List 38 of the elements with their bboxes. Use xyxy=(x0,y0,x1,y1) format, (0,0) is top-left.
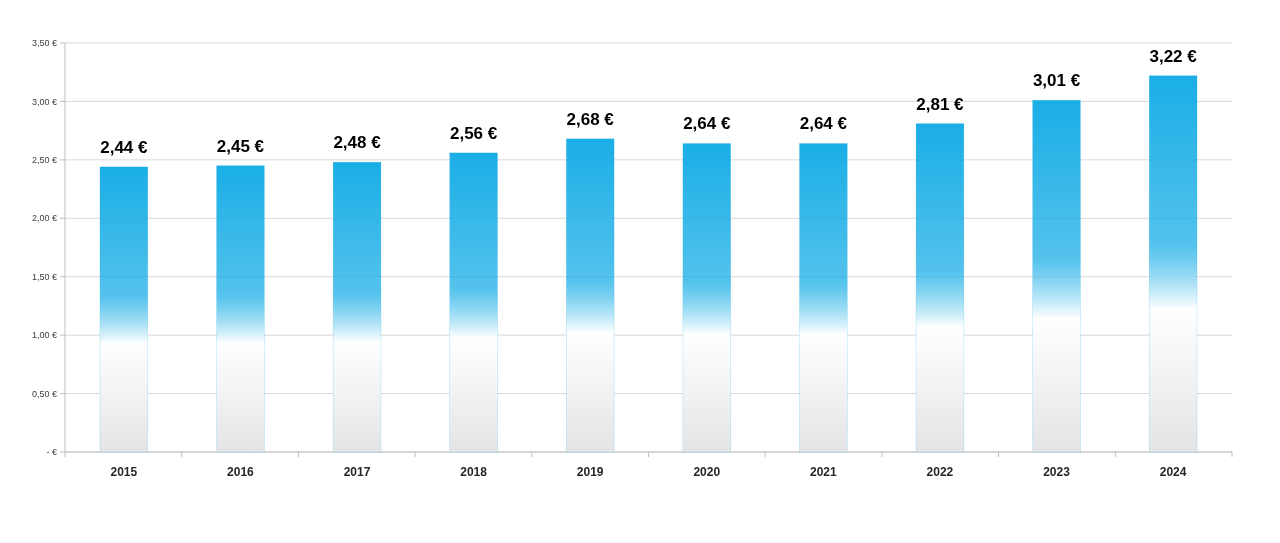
x-tick-label: 2019 xyxy=(576,465,604,479)
data-label: 3,01 € xyxy=(1032,71,1081,91)
y-tick-label: 3,00 € xyxy=(31,96,57,107)
y-tick-label: 1,00 € xyxy=(31,330,57,341)
data-label: 2,56 € xyxy=(449,123,498,143)
bar xyxy=(332,161,382,453)
x-tick-label: 2024 xyxy=(1159,465,1187,479)
data-label: 2,81 € xyxy=(916,94,965,114)
y-tick-label: - € xyxy=(46,447,57,458)
data-label: 2,44 € xyxy=(100,137,149,157)
data-label: 3,22 € xyxy=(1149,46,1198,66)
y-tick-label: 0,50 € xyxy=(31,388,57,399)
x-tick-label: 2015 xyxy=(110,465,138,479)
y-tick-label: 1,50 € xyxy=(31,271,57,282)
x-tick-label: 2016 xyxy=(227,465,255,479)
bar xyxy=(449,152,498,453)
data-label: 2,68 € xyxy=(566,109,615,129)
y-tick-label: 3,50 € xyxy=(31,38,57,49)
bar xyxy=(682,143,731,453)
data-label: 2,45 € xyxy=(216,136,265,156)
data-label: 2,48 € xyxy=(333,133,382,153)
x-tick-label: 2017 xyxy=(343,465,371,479)
bar xyxy=(216,165,265,453)
bar xyxy=(99,166,149,453)
bar xyxy=(915,123,965,453)
x-tick-label: 2023 xyxy=(1043,465,1071,479)
bar xyxy=(1032,100,1081,453)
data-label: 2,64 € xyxy=(799,114,848,134)
bar xyxy=(799,143,848,453)
bar xyxy=(1148,75,1198,453)
data-label: 2,64 € xyxy=(683,114,731,134)
x-tick-label: 2020 xyxy=(693,465,721,479)
x-tick-label: 2022 xyxy=(926,465,954,479)
x-tick-label: 2021 xyxy=(810,465,838,479)
x-tick-label: 2018 xyxy=(460,465,488,479)
bar xyxy=(566,138,615,453)
y-tick-label: 2,50 € xyxy=(31,155,57,166)
y-tick-label: 2,00 € xyxy=(31,213,57,224)
